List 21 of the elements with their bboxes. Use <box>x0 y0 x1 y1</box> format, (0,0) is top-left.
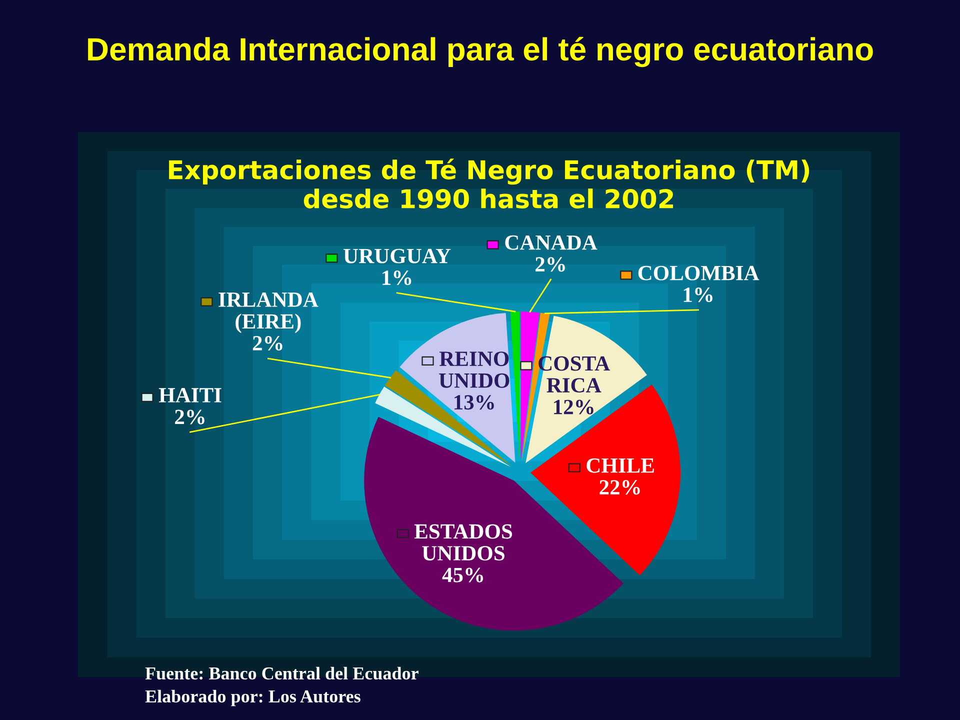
data-label: 22% <box>600 480 640 495</box>
source-note: Fuente: Banco Central del Ecuador <box>145 666 418 680</box>
data-label: 45% <box>442 568 484 582</box>
text: Elaborado por: Los Autores <box>145 690 360 706</box>
data-label: 1% <box>382 270 412 286</box>
legend-label: HAITI <box>158 388 222 402</box>
chart-subtitle: Exportaciones de Té Negro Ecuatoriano (TM) desde 1990 hasta el 2002 <box>169 158 810 208</box>
data-label: 2% <box>536 257 565 272</box>
data-label: 13% <box>454 395 494 410</box>
legend-label: ESTADOS UNIDOS <box>414 524 512 561</box>
data-label: 1% <box>684 288 712 302</box>
legend-label: CHILE <box>586 458 654 473</box>
data-label: 2% <box>252 336 282 351</box>
legend-label: URUGUAY <box>344 248 451 264</box>
legend-label: COLOMBIA <box>638 266 760 280</box>
legend-label: CANADA <box>505 235 598 250</box>
legend-label: REINO UNIDO <box>439 352 510 388</box>
data-label: 12% <box>554 400 594 414</box>
chart-title: Demanda Internacional para el té negro ecuatoriano <box>88 36 873 68</box>
legend-label: IRLANDA (EIRE) <box>218 292 318 334</box>
data-label: 2% <box>175 410 204 424</box>
